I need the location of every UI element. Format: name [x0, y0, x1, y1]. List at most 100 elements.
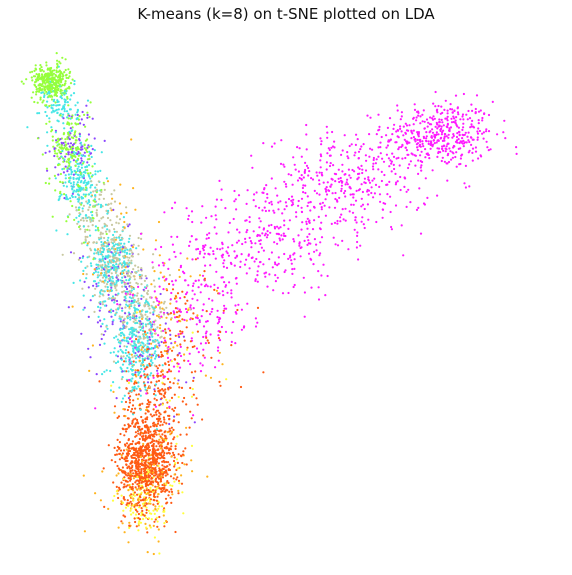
scatter-point [111, 323, 114, 326]
scatter-point [381, 157, 384, 160]
scatter-point [124, 306, 127, 309]
scatter-point [149, 328, 152, 331]
scatter-point [102, 248, 105, 251]
scatter-point [124, 266, 127, 269]
scatter-point [113, 266, 116, 270]
scatter-point [41, 75, 44, 78]
scatter-point [59, 114, 62, 117]
scatter-point [126, 379, 129, 382]
scatter-point [159, 480, 163, 483]
scatter-point [446, 179, 449, 182]
scatter-point [427, 121, 430, 124]
scatter-point [83, 530, 86, 533]
scatter-point [142, 295, 145, 298]
scatter-point [212, 252, 215, 256]
scatter-point [202, 249, 205, 252]
scatter-point [163, 275, 166, 278]
scatter-point [145, 426, 148, 429]
scatter-point [140, 237, 143, 240]
scatter-point [113, 301, 116, 304]
scatter-point [40, 84, 43, 87]
scatter-point [166, 406, 169, 410]
scatter-point [165, 452, 169, 455]
scatter-point [164, 344, 167, 347]
scatter-point [433, 117, 436, 120]
scatter-point [175, 300, 178, 303]
scatter-point [204, 264, 207, 267]
scatter-point [410, 130, 413, 134]
scatter-point [143, 384, 147, 387]
scatter-point [136, 330, 139, 333]
scatter-point [127, 263, 130, 266]
scatter-point [356, 138, 359, 141]
scatter-point [151, 361, 154, 364]
scatter-point [114, 243, 117, 246]
scatter-point [77, 122, 80, 126]
scatter-point [136, 346, 140, 349]
scatter-point [149, 338, 152, 341]
scatter-point [307, 252, 311, 255]
scatter-point [476, 132, 480, 135]
scatter-point [127, 474, 130, 477]
scatter-point [374, 183, 378, 186]
scatter-point [420, 169, 423, 172]
scatter-point [346, 155, 349, 158]
scatter-point [79, 171, 82, 174]
scatter-point [157, 341, 160, 344]
scatter-point [233, 200, 236, 203]
scatter-point [416, 131, 419, 134]
scatter-point [162, 486, 165, 489]
scatter-point [170, 349, 174, 352]
scatter-point [86, 216, 89, 219]
scatter-point [163, 300, 166, 303]
scatter-point [151, 435, 155, 438]
scatter-point [277, 262, 280, 265]
scatter-point [69, 153, 72, 156]
scatter-point [159, 447, 162, 450]
scatter-point [204, 244, 207, 247]
scatter-point [58, 195, 61, 198]
scatter-point [130, 249, 133, 252]
scatter-point [142, 288, 145, 291]
scatter-point [205, 336, 208, 339]
scatter-point [195, 248, 198, 251]
scatter-point [60, 144, 63, 147]
scatter-point [128, 363, 131, 366]
scatter-point [128, 526, 131, 530]
scatter-point [194, 279, 197, 282]
scatter-point [107, 236, 110, 239]
scatter-point [157, 264, 161, 267]
scatter-point [153, 463, 156, 466]
scatter-point [121, 376, 124, 379]
scatter-point [105, 283, 109, 286]
scatter-point [166, 352, 169, 355]
scatter-point [56, 152, 59, 155]
scatter-point [141, 316, 144, 319]
scatter-point [184, 293, 188, 296]
scatter-point [143, 496, 146, 499]
scatter-point [77, 154, 80, 157]
scatter-point [319, 137, 322, 140]
scatter-point [195, 397, 198, 400]
scatter-point [67, 148, 70, 151]
scatter-point [145, 392, 148, 395]
scatter-point [146, 348, 149, 351]
scatter-point [273, 225, 276, 229]
scatter-point [393, 123, 396, 126]
scatter-point [153, 414, 156, 417]
scatter-point [292, 156, 295, 159]
scatter-point [392, 163, 395, 166]
scatter-point [284, 201, 287, 204]
scatter-point [378, 193, 382, 196]
scatter-point [56, 59, 59, 62]
scatter-point [118, 452, 121, 455]
scatter-point [85, 186, 88, 189]
scatter-point [437, 147, 441, 150]
scatter-point [258, 206, 261, 209]
scatter-point [210, 356, 213, 359]
scatter-point [442, 149, 445, 152]
scatter-point [419, 140, 422, 143]
scatter-point [63, 107, 66, 111]
scatter-point [120, 272, 124, 276]
scatter-point [103, 188, 106, 191]
